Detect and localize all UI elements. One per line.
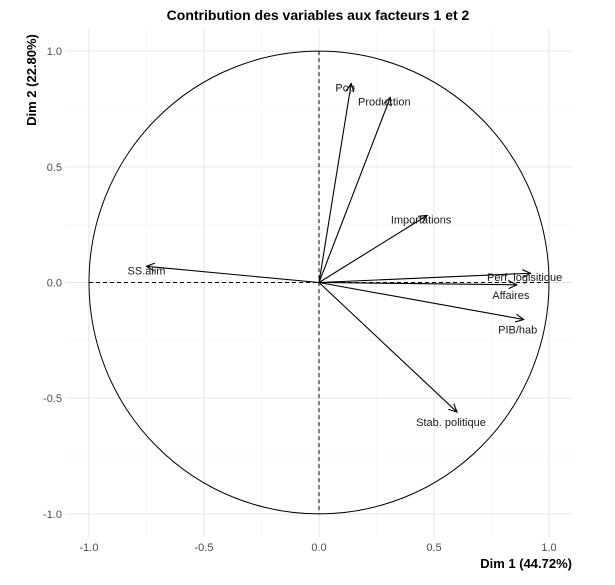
- arrowhead-affaires: [508, 280, 519, 290]
- x-tick-label: 0.0: [311, 542, 326, 554]
- arrowhead-importations: [418, 214, 429, 224]
- arrowhead-pop: [345, 82, 355, 93]
- y-tick-label: -1.0: [43, 509, 62, 521]
- label-pib-hab: PIB/hab: [498, 325, 537, 337]
- label-perf-logisitique: Perf. logisitique: [487, 272, 562, 284]
- label-ss-alim: SS.alim: [128, 265, 166, 277]
- label-stab-politique: Stab. politique: [416, 417, 486, 429]
- x-ticks: -1.0 -0.5 0.0 0.5 1.0: [80, 542, 557, 554]
- label-affaires: Affaires: [492, 290, 530, 302]
- label-production: Production: [358, 96, 411, 108]
- y-axis-title: Dim 2 (22.80%): [24, 34, 39, 126]
- y-tick-label: -0.5: [43, 393, 62, 405]
- arrowhead-ss-alim: [145, 262, 156, 272]
- arrow-pop: [318, 83, 352, 283]
- x-axis-title: Dim 1 (44.72%): [480, 556, 572, 571]
- arrow-production: [318, 97, 391, 283]
- arrow-affaires: [318, 281, 517, 286]
- arrow-pib-hab: [318, 281, 524, 321]
- arrowhead-perf-logisitique: [522, 269, 532, 278]
- y-tick-label: 0.5: [47, 162, 62, 174]
- y-ticks: -1.0 -0.5 0.0 0.5 1.0: [43, 46, 62, 521]
- x-tick-label: -1.0: [80, 542, 99, 554]
- chart-title: Contribution des variables aux facteurs …: [167, 7, 470, 23]
- y-tick-label: 0.0: [47, 278, 62, 290]
- arrow-perf-logisitique: [318, 272, 531, 284]
- label-pop: Pop: [335, 83, 355, 95]
- x-tick-label: 1.0: [541, 542, 556, 554]
- arrow-stab-politique: [318, 282, 458, 413]
- arrows-layer: [145, 82, 532, 413]
- arrowhead-stab-politique: [448, 403, 458, 413]
- arrowhead-pib-hab: [514, 313, 525, 323]
- x-tick-label: -0.5: [195, 542, 214, 554]
- label-importations: Importations: [391, 214, 452, 226]
- x-tick-label: 0.5: [426, 542, 441, 554]
- y-tick-label: 1.0: [47, 46, 62, 58]
- arrow-importations: [318, 214, 428, 283]
- arrowhead-production: [383, 96, 392, 107]
- arrow-ss-alim: [146, 265, 320, 284]
